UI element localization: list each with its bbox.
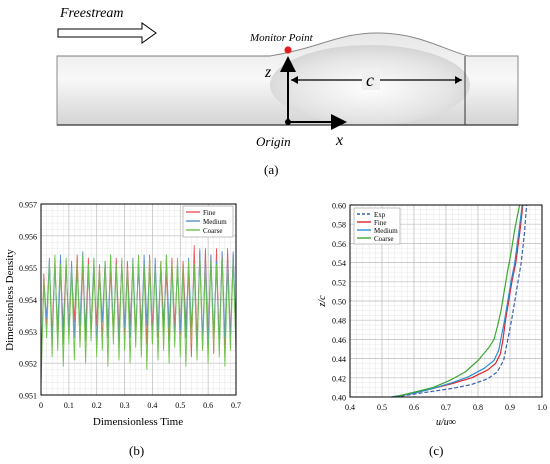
legend-label: Coarse xyxy=(374,235,393,243)
panel-a-schematic: Freestream Monitor Point z x Origin c (a… xyxy=(56,6,519,177)
chart-c-series xyxy=(391,204,528,398)
panel-a-caption: (a) xyxy=(264,162,278,177)
x-tick-label: 0.8 xyxy=(473,403,483,412)
x-tick-label: 0.1 xyxy=(64,401,74,410)
x-tick-label: 0.7 xyxy=(231,401,241,410)
y-tick-label: 0.951 xyxy=(19,392,37,401)
x-tick-label: 1.0 xyxy=(537,403,547,412)
y-tick-label: 0.56 xyxy=(332,240,346,249)
y-tick-label: 0.46 xyxy=(332,336,346,345)
monitor-point-label: Monitor Point xyxy=(249,32,314,44)
y-tick-label: 0.48 xyxy=(332,317,346,326)
x-axis-label: x xyxy=(335,132,343,149)
chart-c-ylabel: z/c xyxy=(317,295,328,308)
panel-b-caption: (b) xyxy=(129,443,144,458)
origin-label: Origin xyxy=(256,134,291,149)
chart-b-xlabel: Dimensionless Time xyxy=(93,416,183,428)
x-tick-label: 0.6 xyxy=(203,401,213,410)
chart-b-frame xyxy=(40,203,237,396)
legend-label: Medium xyxy=(374,227,398,235)
x-tick-label: 0.5 xyxy=(377,403,387,412)
x-tick-label: 0.3 xyxy=(120,401,130,410)
x-tick-label: 0 xyxy=(39,401,43,410)
y-tick-label: 0.952 xyxy=(19,360,37,369)
y-tick-label: 0.50 xyxy=(332,298,346,307)
y-tick-label: 0.954 xyxy=(19,296,37,305)
y-tick-label: 0.58 xyxy=(332,221,346,230)
monitor-point-marker xyxy=(284,46,292,54)
freestream-arrow-icon xyxy=(57,22,157,44)
legend-label: Fine xyxy=(374,219,386,227)
chart-b-ylabel: Dimensionless Density xyxy=(4,249,16,351)
x-tick-label: 0.2 xyxy=(92,401,102,410)
c-arrow-right-icon xyxy=(455,76,462,84)
series-line-coarse xyxy=(40,254,237,389)
chart-b-series xyxy=(40,244,237,389)
chart-c-frame xyxy=(349,204,543,398)
y-tick-label: 0.44 xyxy=(332,355,346,364)
legend-label: Medium xyxy=(203,218,227,226)
y-tick-label: 0.52 xyxy=(332,278,346,287)
legend-label: Coarse xyxy=(203,227,222,235)
series-line-medium xyxy=(391,204,523,398)
c-dimension-label: c xyxy=(366,70,374,90)
series-line-exp xyxy=(394,204,528,398)
z-axis-label: z xyxy=(264,64,272,81)
chart-c-xlabel: u/u∞ xyxy=(436,417,456,428)
y-tick-label: 0.955 xyxy=(19,264,37,273)
x-tick-label: 0.5 xyxy=(175,401,185,410)
y-tick-label: 0.956 xyxy=(19,232,37,241)
x-tick-label: 0.4 xyxy=(147,401,157,410)
x-tick-label: 0.4 xyxy=(345,403,355,412)
y-tick-label: 0.957 xyxy=(19,201,37,210)
c-label-bg xyxy=(362,68,380,90)
chart-b-ticks: 0 0.1 0.2 0.3 0.4 0.5 0.6 0.7 0.951 0.952 0.953 0.9… xyxy=(19,201,241,411)
freestream-label: Freestream xyxy=(59,6,124,21)
legend-label: Exp xyxy=(374,211,386,219)
y-tick-label: 0.54 xyxy=(332,259,346,268)
legend-label: Fine xyxy=(203,209,215,217)
c-arrow-left-icon xyxy=(291,76,298,84)
x-tick-label: 0.6 xyxy=(409,403,419,412)
chart-c-ticks: 0.4 0.5 0.6 0.7 0.8 0.9 1.0 0.40 0.42 0.44 0.46 0.4… xyxy=(332,202,547,413)
origin-dot xyxy=(285,119,291,125)
y-tick-label: 0.42 xyxy=(332,374,346,383)
panel-c-caption: (c) xyxy=(429,443,443,458)
series-line-coarse xyxy=(394,204,521,398)
y-tick-label: 0.40 xyxy=(332,394,346,403)
panel-b-density-chart: 0 0.1 0.2 0.3 0.4 0.5 0.6 0.7 0.951 0.952 0.953 0.9… xyxy=(4,201,241,459)
panel-c-profile-chart: 0.4 0.5 0.6 0.7 0.8 0.9 1.0 0.40 0.42 0.44 0.46 0.4… xyxy=(317,202,547,459)
x-tick-label: 0.7 xyxy=(441,403,451,412)
y-tick-label: 0.60 xyxy=(332,202,346,211)
y-tick-label: 0.953 xyxy=(19,328,37,337)
x-tick-label: 0.9 xyxy=(505,403,515,412)
